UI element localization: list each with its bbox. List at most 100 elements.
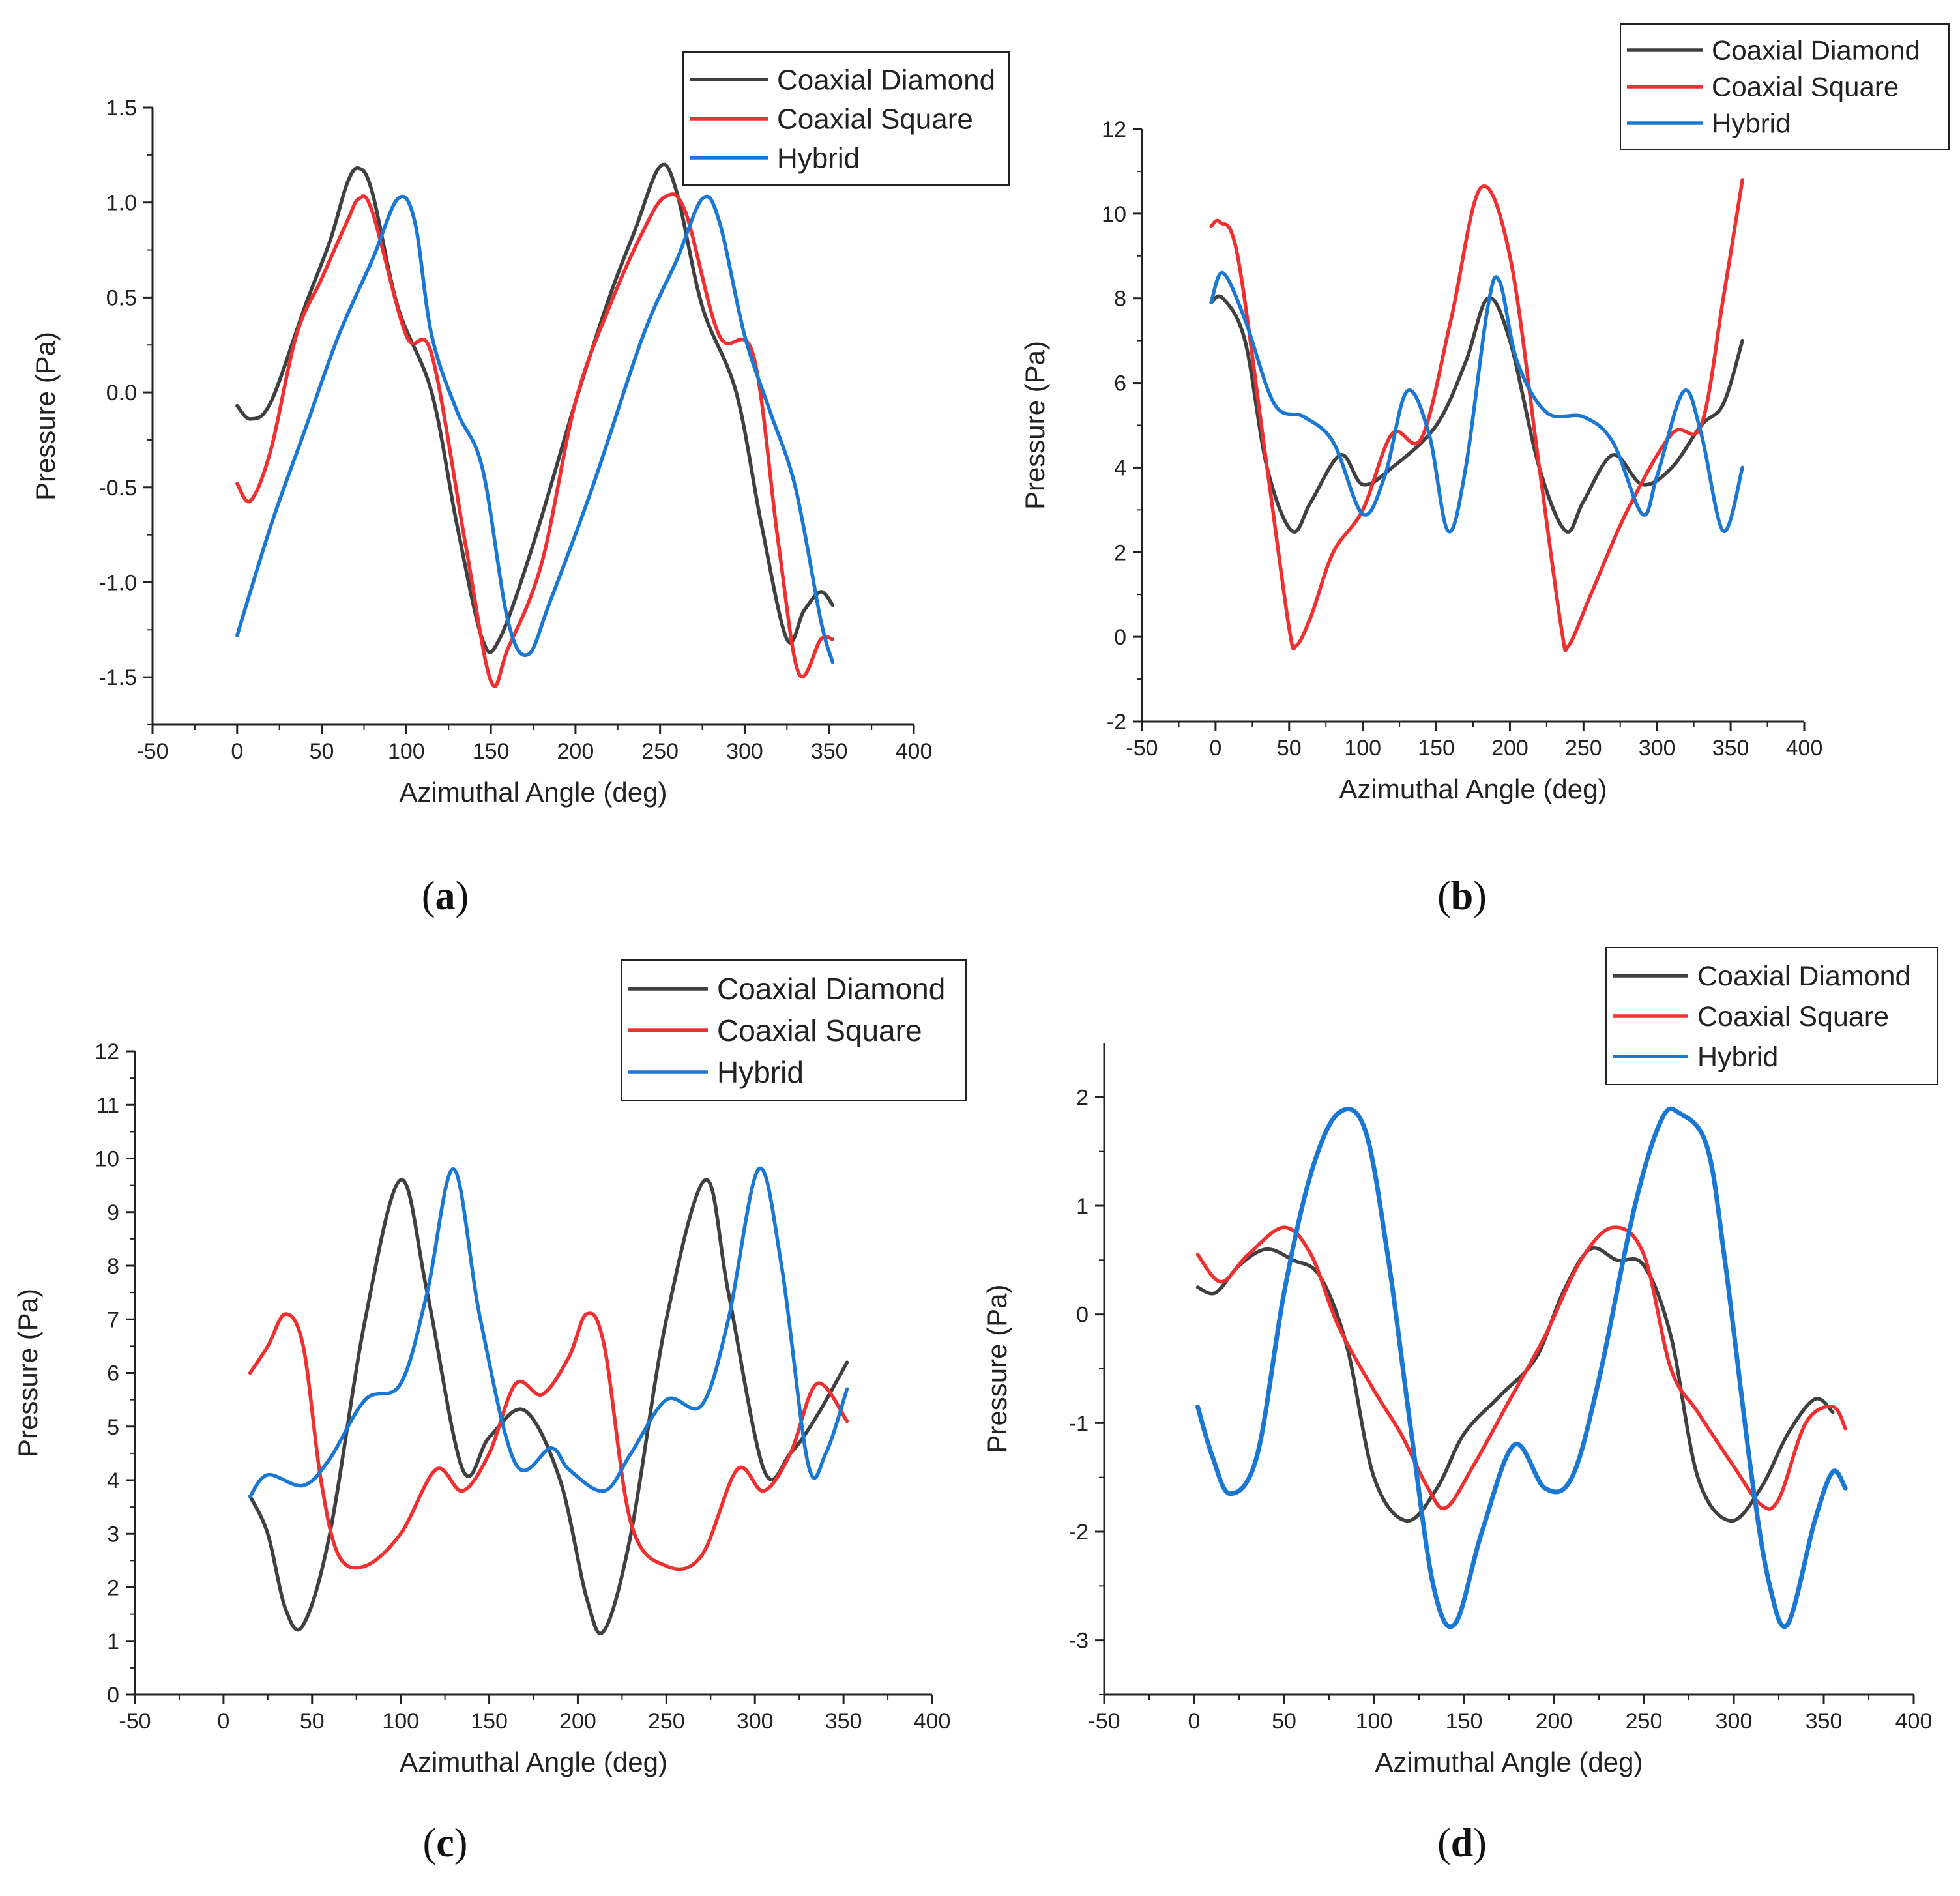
x-tick-label: 200 <box>1536 1709 1573 1734</box>
legend-label: Hybrid <box>1697 1042 1778 1073</box>
legend: Coaxial Diamond Coaxial Square Hybrid <box>682 51 1010 186</box>
x-tick-label: 150 <box>1418 736 1455 761</box>
series-line-hybrid <box>248 1166 849 1498</box>
x-tick-label: 0 <box>1188 1709 1201 1734</box>
x-tick-label: 350 <box>811 739 848 764</box>
y-tick-label: 6 <box>107 1362 119 1386</box>
legend-label: Coaxial Diamond <box>1712 35 1920 66</box>
series-line-coaxial-square <box>1209 178 1744 652</box>
caption-b: (b) <box>1437 874 1487 918</box>
y-tick-label: 2 <box>1076 1085 1089 1110</box>
x-tick-label: 150 <box>1446 1709 1483 1734</box>
x-tick-label: 400 <box>1895 1709 1933 1734</box>
x-tick-label: 250 <box>1565 736 1602 761</box>
x-tick-label: -50 <box>1088 1709 1120 1734</box>
y-tick-label: 1.5 <box>106 96 137 121</box>
caption-c: (c) <box>423 1821 468 1865</box>
x-tick-label: 100 <box>388 739 425 764</box>
x-tick-label: 100 <box>1344 736 1381 761</box>
y-tick-label: 8 <box>107 1254 119 1279</box>
y-tick-label: 3 <box>107 1522 119 1547</box>
y-tick-label: 4 <box>1114 456 1126 480</box>
caption-paren: ) <box>1473 874 1487 918</box>
series-line-coaxial-diamond <box>248 1178 849 1635</box>
y-tick-label: 0 <box>1076 1303 1089 1328</box>
x-tick-label: 50 <box>300 1709 325 1734</box>
series-line-coaxial-square <box>235 192 835 688</box>
x-tick-label: 100 <box>1356 1709 1393 1734</box>
x-tick-label: 250 <box>641 739 679 764</box>
y-axis-label: Pressure (Pa) <box>12 1289 43 1457</box>
y-tick-label: 6 <box>1114 372 1126 396</box>
legend-label: Hybrid <box>777 142 860 174</box>
y-tick-label: 8 <box>1114 287 1126 312</box>
x-tick-label: 300 <box>1716 1709 1753 1734</box>
x-tick-label: 200 <box>1491 736 1529 761</box>
x-tick-label: 300 <box>726 739 763 764</box>
legend-label: Coaxial Square <box>1697 1001 1889 1032</box>
y-tick-label: 7 <box>107 1307 119 1332</box>
x-axis-label: Azimuthal Angle (deg) <box>1339 774 1607 804</box>
x-tick-label: 400 <box>914 1709 951 1734</box>
series-line-hybrid <box>1195 1106 1848 1629</box>
caption-letter: a <box>435 874 456 918</box>
series-line-coaxial-square <box>1195 1225 1847 1511</box>
y-tick-label: 1 <box>107 1629 119 1654</box>
x-tick-label: 100 <box>382 1709 419 1734</box>
series-line-hybrid <box>1209 271 1744 534</box>
y-tick-label: 12 <box>1102 117 1126 142</box>
legend-label: Coaxial Diamond <box>717 972 945 1006</box>
x-axis-label: Azimuthal Angle (deg) <box>400 777 667 808</box>
y-tick-label: 12 <box>95 1040 119 1064</box>
y-tick-label: 10 <box>1102 202 1126 227</box>
y-tick-label: 10 <box>95 1147 119 1172</box>
x-tick-label: 400 <box>1786 736 1823 761</box>
y-tick-label: 1 <box>1076 1194 1089 1219</box>
legend: Coaxial Diamond Coaxial Square Hybrid <box>1620 23 1950 150</box>
legend-label: Coaxial Square <box>777 103 973 135</box>
caption-letter: d <box>1451 1821 1473 1865</box>
y-tick-label: 0 <box>107 1683 119 1708</box>
y-tick-label: 4 <box>107 1468 119 1493</box>
caption-paren: ( <box>422 874 435 918</box>
x-tick-label: 0 <box>231 739 243 764</box>
x-tick-label: -50 <box>136 739 168 764</box>
x-tick-label: 300 <box>737 1709 774 1734</box>
caption-letter: c <box>436 1821 454 1865</box>
series-line-hybrid <box>235 194 835 664</box>
y-tick-label: 0.5 <box>106 285 137 310</box>
x-tick-label: 0 <box>217 1709 229 1734</box>
y-tick-label: 0 <box>1114 625 1126 650</box>
series-line-coaxial-diamond <box>1209 294 1744 534</box>
y-tick-label: 0.0 <box>106 381 137 405</box>
x-tick-label: -50 <box>119 1709 151 1734</box>
caption-a: (a) <box>422 874 469 918</box>
y-tick-label: 5 <box>107 1415 119 1440</box>
y-axis-label: Pressure (Pa) <box>30 332 61 501</box>
x-tick-label: 50 <box>1277 736 1302 761</box>
x-tick-label: 50 <box>1272 1709 1296 1734</box>
legend-label: Coaxial Diamond <box>1697 961 1910 992</box>
legend-label: Hybrid <box>1712 108 1791 139</box>
x-tick-label: 350 <box>1712 736 1749 761</box>
x-axis-label: Azimuthal Angle (deg) <box>1375 1747 1643 1777</box>
x-tick-label: 350 <box>825 1709 862 1734</box>
x-tick-label: 350 <box>1806 1709 1843 1734</box>
chart-panel-a: -50 0 50 100 150 200 250 300 350 400 -1.5 -1.0 -0.5 0… <box>30 51 1010 808</box>
caption-paren: ( <box>1437 874 1451 918</box>
y-tick-label: -1.0 <box>98 570 137 595</box>
x-tick-label: 200 <box>557 739 594 764</box>
x-tick-label: -50 <box>1126 736 1158 761</box>
x-axis-label: Azimuthal Angle (deg) <box>400 1747 667 1777</box>
caption-paren: ) <box>456 874 469 918</box>
x-tick-label: 150 <box>471 1709 508 1734</box>
y-tick-label: -2 <box>1069 1520 1089 1545</box>
x-tick-label: 250 <box>648 1709 685 1734</box>
y-tick-label: 11 <box>96 1093 119 1118</box>
y-axis-label: Pressure (Pa) <box>982 1284 1012 1453</box>
series-line-coaxial-diamond <box>1195 1246 1835 1523</box>
y-tick-label: 9 <box>107 1201 119 1225</box>
x-tick-label: 200 <box>559 1709 596 1734</box>
chart-panel-c: -50 0 50 100 150 200 250 300 350 4000123456789101… <box>12 959 967 1777</box>
caption-d: (d) <box>1437 1821 1487 1865</box>
